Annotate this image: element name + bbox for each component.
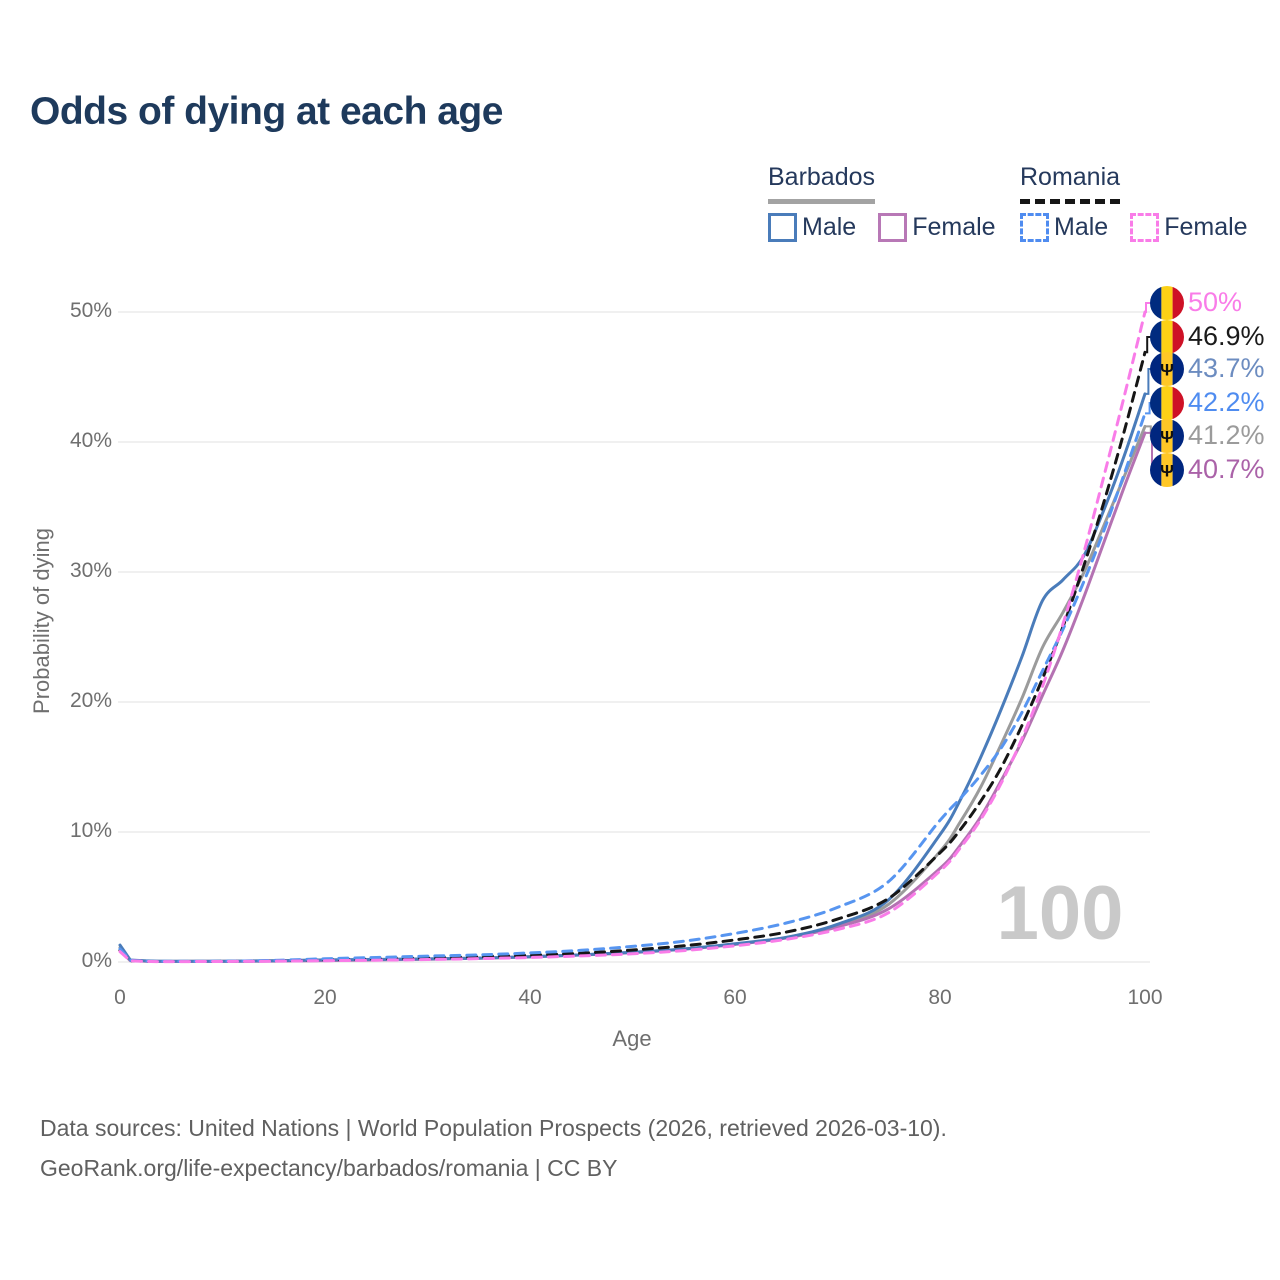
legend-label-barbados-female: Female: [912, 213, 996, 241]
page-title: Odds of dying at each age: [30, 90, 503, 133]
y-axis-title: Probability of dying: [29, 528, 54, 714]
series-line-romania-female: [118, 310, 1147, 964]
y-tick-20%: 20%: [69, 689, 112, 712]
barbados-male-swatch-icon: [768, 213, 797, 242]
y-tick-10%: 10%: [69, 819, 112, 842]
svg-text:Ψ: Ψ: [1160, 428, 1174, 447]
svg-text:Ψ: Ψ: [1160, 462, 1174, 481]
x-axis-title: Age: [612, 1026, 652, 1051]
legend-item-romania-female[interactable]: Female: [1130, 213, 1248, 242]
end-value-label-romania-male: 42.2%: [1188, 387, 1265, 417]
y-tick-40%: 40%: [69, 429, 112, 452]
legend-label-romania-male: Male: [1054, 213, 1109, 241]
romania-female-swatch-icon: [1130, 213, 1160, 242]
legend-group-romania: Romania Male Female: [1020, 163, 1248, 242]
legend-item-barbados-female[interactable]: Female: [878, 213, 996, 242]
x-tick-80: 80: [928, 986, 952, 1009]
y-tick-30%: 30%: [69, 559, 112, 582]
barbados-female-swatch-icon: [878, 213, 908, 242]
x-tick-60: 60: [723, 986, 747, 1009]
svg-text:Ψ: Ψ: [1160, 361, 1174, 380]
legend-items-barbados: Male Female: [768, 213, 996, 242]
legend-label-romania-female: Female: [1164, 213, 1248, 241]
end-value-label-romania-female: 50%: [1188, 287, 1243, 317]
barbados-flag-icon: Ψ: [1150, 453, 1184, 487]
legend-label-barbados-male: Male: [802, 213, 857, 241]
legend-items-romania: Male Female: [1020, 213, 1248, 242]
y-tick-0%: 0%: [81, 949, 112, 972]
romania-flag-icon: [1150, 320, 1184, 354]
end-value-label-barbados-total: 41.2%: [1188, 420, 1265, 450]
legend-group-barbados: Barbados Male Female: [768, 163, 996, 242]
legend-item-romania-male[interactable]: Male: [1020, 213, 1108, 242]
attribution-line: GeoRank.org/life-expectancy/barbados/rom…: [40, 1155, 618, 1181]
x-tick-0: 0: [114, 986, 126, 1009]
legend-country-romania: Romania: [1020, 163, 1121, 204]
romania-male-swatch-icon: [1020, 213, 1049, 242]
end-value-label-barbados-female: 40.7%: [1188, 454, 1265, 484]
barbados-flag-icon: Ψ: [1150, 419, 1184, 453]
end-value-label-barbados-male: 43.7%: [1188, 353, 1265, 383]
romania-flag-icon: [1150, 286, 1184, 320]
legend-country-barbados: Barbados: [768, 163, 876, 204]
y-tick-50%: 50%: [69, 299, 112, 322]
legend: Barbados Male Female Romania Male: [0, 163, 1280, 243]
data-source-line: Data sources: United Nations | World Pop…: [40, 1115, 947, 1141]
age-watermark: 100: [996, 871, 1124, 956]
footer: Data sources: United Nations | World Pop…: [40, 1108, 947, 1188]
end-value-label-romania-total: 46.9%: [1188, 321, 1265, 351]
x-tick-100: 100: [1127, 986, 1163, 1009]
x-tick-20: 20: [313, 986, 337, 1009]
legend-item-barbados-male[interactable]: Male: [768, 213, 856, 242]
x-tick-40: 40: [518, 986, 542, 1009]
barbados-flag-icon: Ψ: [1150, 352, 1184, 386]
romania-flag-icon: [1150, 386, 1184, 420]
